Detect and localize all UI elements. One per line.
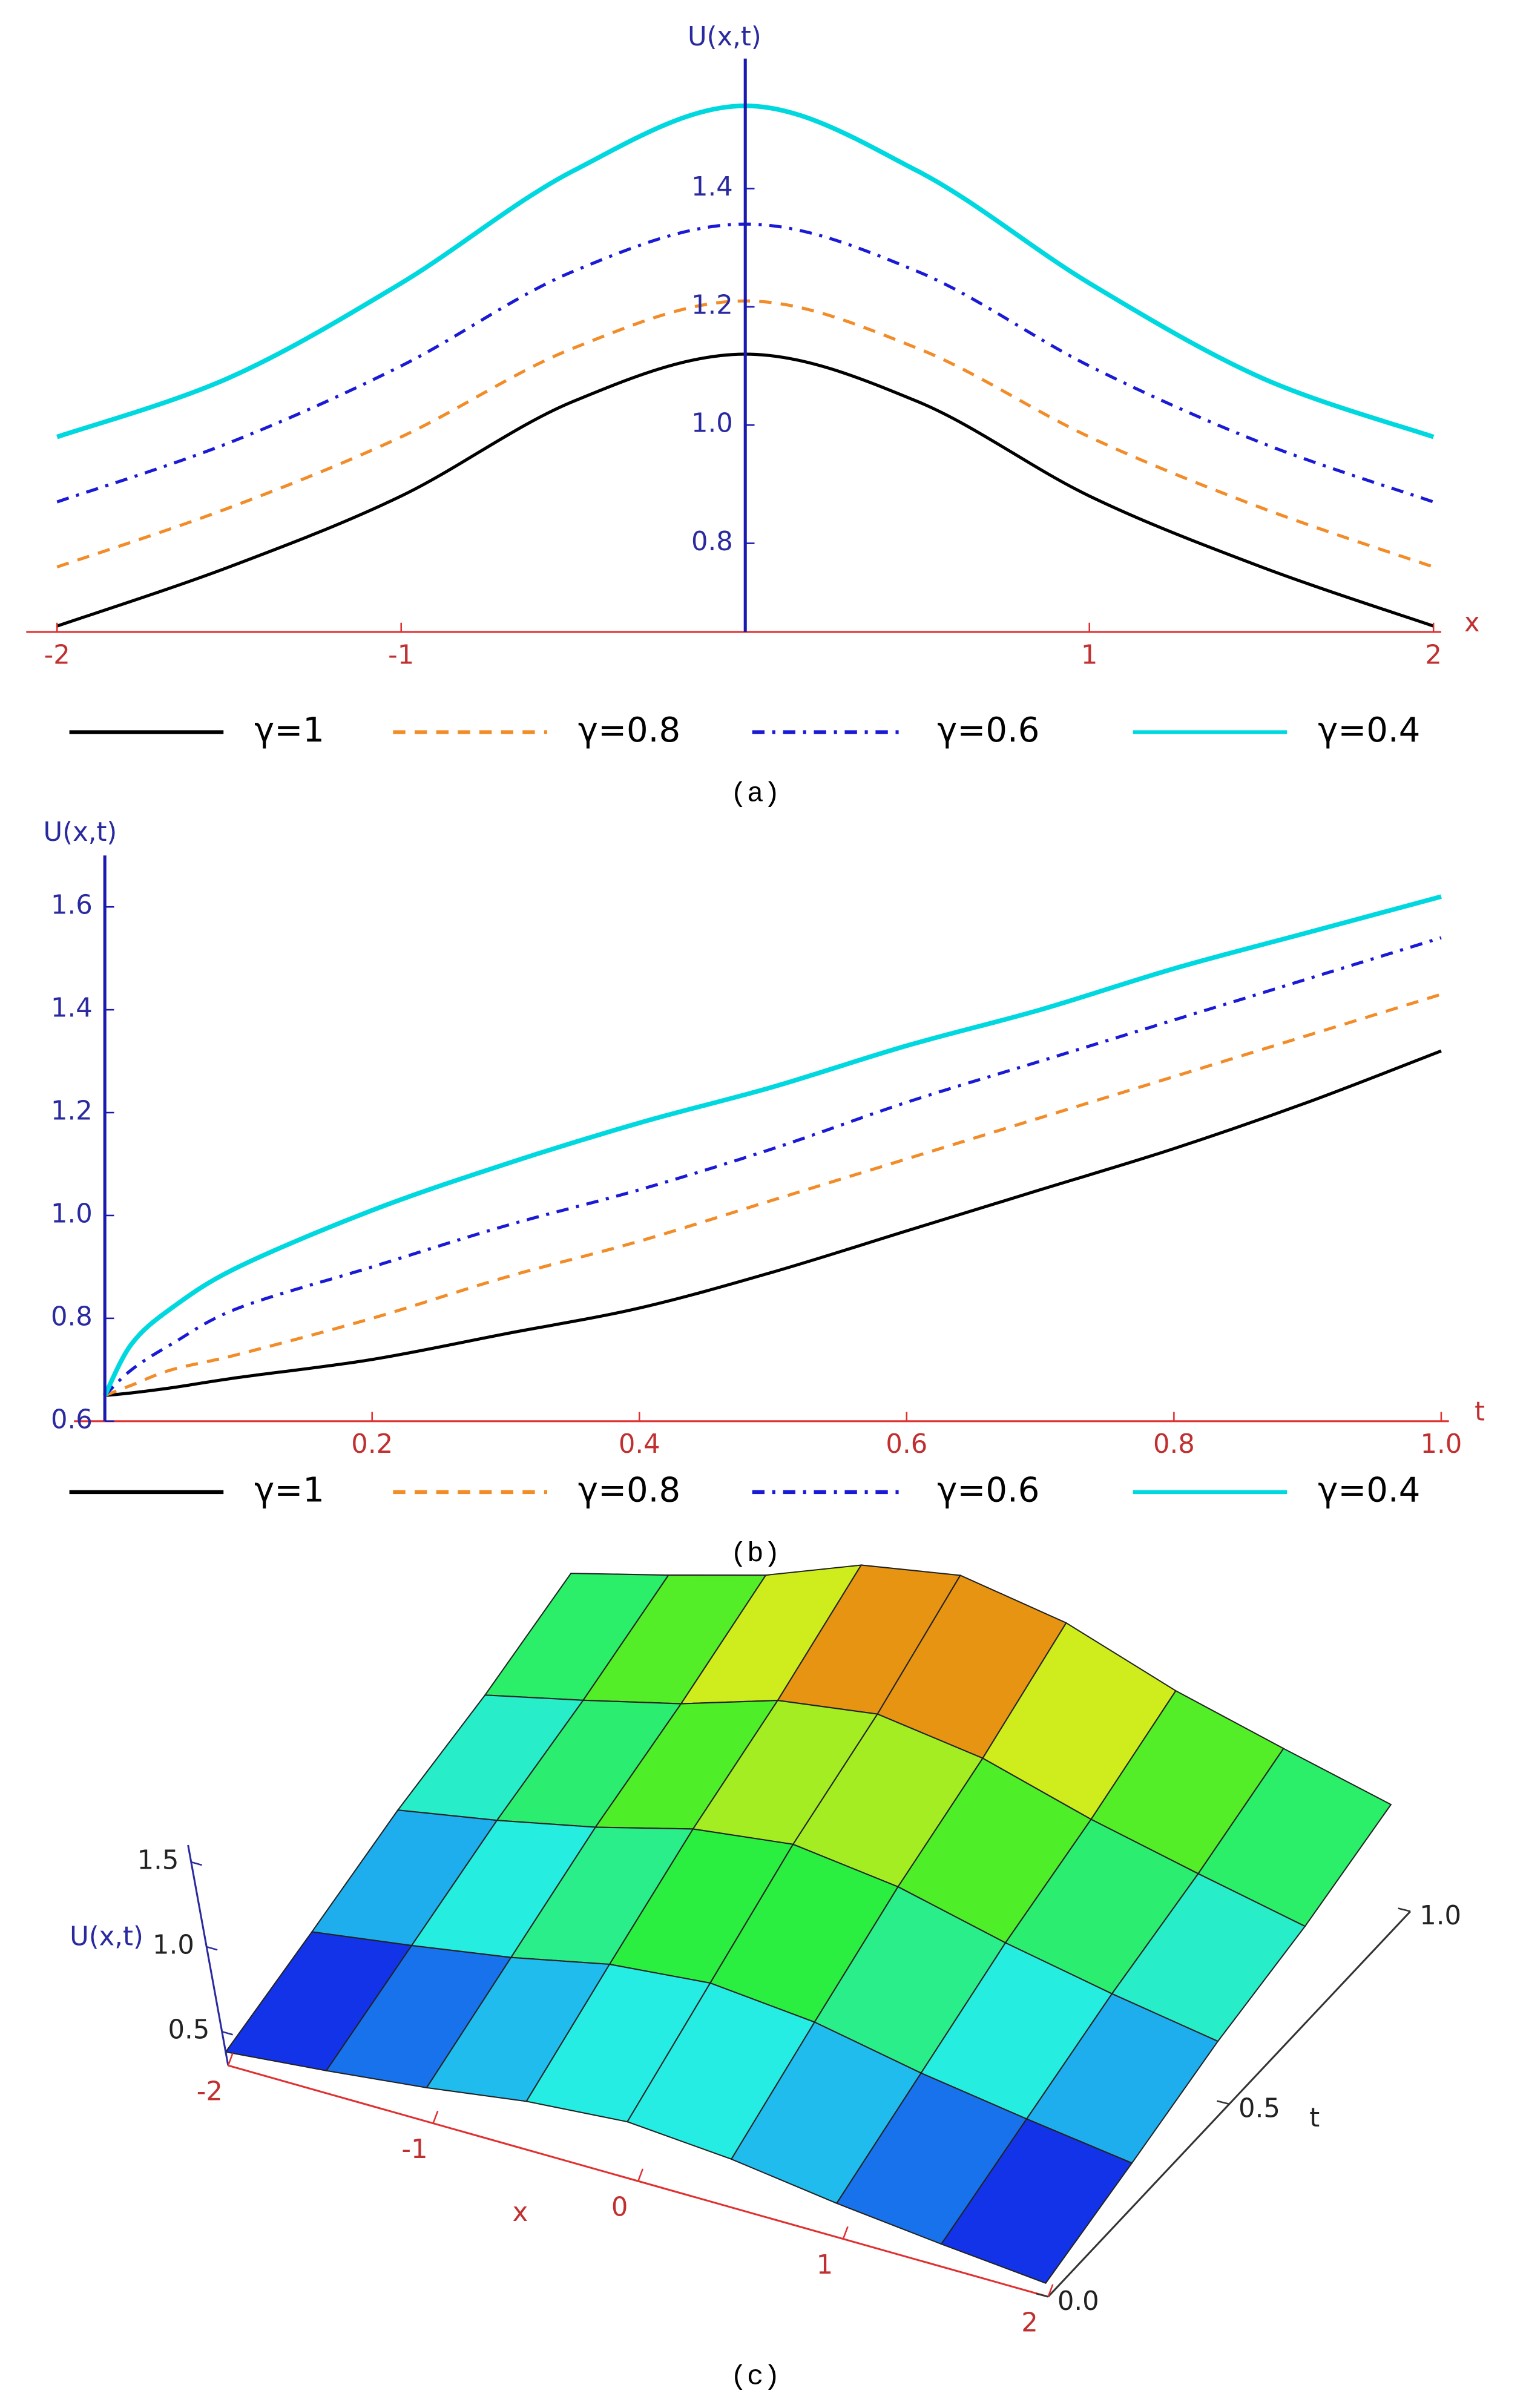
x-tick-label: 0.8 bbox=[1153, 1429, 1195, 1459]
z-tick bbox=[191, 1861, 202, 1866]
caption: (c) bbox=[731, 2361, 781, 2393]
y-axis-label: U(x,t) bbox=[44, 817, 117, 847]
legend-label: γ=1 bbox=[254, 1471, 324, 1510]
x-axis-label: x bbox=[513, 2197, 528, 2228]
y-tick-label: 1.0 bbox=[691, 409, 733, 439]
x-tick-label: 2 bbox=[1425, 640, 1442, 670]
legend-label: γ=0.6 bbox=[937, 711, 1039, 750]
x-tick bbox=[637, 2168, 644, 2182]
x-tick-label: 0.2 bbox=[351, 1429, 393, 1459]
z-tick bbox=[206, 1946, 218, 1951]
x-tick-label: 0.6 bbox=[886, 1429, 927, 1459]
legend-label: γ=0.8 bbox=[578, 1471, 680, 1510]
caption: (b) bbox=[731, 1538, 781, 1570]
z-tick-label: 1.5 bbox=[137, 1846, 179, 1876]
y-tick-label: 1.2 bbox=[51, 1096, 93, 1127]
series-line bbox=[104, 936, 1442, 1397]
legend-label: γ=0.6 bbox=[937, 1471, 1039, 1510]
x-tick-label: 1 bbox=[1081, 640, 1098, 670]
x-tick-label: -2 bbox=[44, 640, 70, 670]
x-tick-label: 2 bbox=[1021, 2308, 1038, 2338]
x-tick-label: 0 bbox=[611, 2193, 628, 2223]
y-tick-label: 1.2 bbox=[691, 290, 733, 320]
t-tick-label: 0.0 bbox=[1057, 2286, 1099, 2317]
y-tick-label: 1.6 bbox=[51, 890, 93, 921]
x-axis-label: t bbox=[1475, 1397, 1485, 1427]
x-tick-label: -1 bbox=[388, 640, 414, 670]
x-axis-label: x bbox=[1464, 608, 1480, 638]
legend-label: γ=0.8 bbox=[578, 711, 680, 750]
z-tick-label: 0.5 bbox=[168, 2015, 210, 2045]
z-tick bbox=[222, 2030, 233, 2036]
y-tick-label: 1.4 bbox=[51, 993, 93, 1024]
x-tick bbox=[842, 2226, 849, 2240]
legend-label: γ=1 bbox=[254, 711, 324, 750]
t-axis-label: t bbox=[1309, 2103, 1320, 2133]
x-tick-label: 0.4 bbox=[619, 1429, 660, 1459]
x-tick-label: -1 bbox=[401, 2134, 427, 2165]
t-tick-label: 0.5 bbox=[1238, 2094, 1280, 2124]
x-tick-label: 1.0 bbox=[1421, 1429, 1462, 1459]
caption: (a) bbox=[731, 778, 781, 810]
z-tick-label: 1.0 bbox=[153, 1930, 194, 1961]
legend-label: γ=0.4 bbox=[1318, 1471, 1420, 1510]
t-tick-label: 1.0 bbox=[1419, 1901, 1461, 1931]
y-tick-label: 1.4 bbox=[691, 172, 733, 202]
x-tick-label: 1 bbox=[817, 2250, 834, 2280]
x-tick bbox=[1047, 2284, 1054, 2297]
y-tick-label: 0.8 bbox=[691, 527, 733, 557]
y-tick-label: 0.8 bbox=[51, 1301, 93, 1332]
t-tick bbox=[1398, 1907, 1411, 1912]
y-tick-label: 1.0 bbox=[51, 1199, 93, 1229]
z-axis bbox=[187, 1844, 229, 2066]
legend-label: γ=0.4 bbox=[1318, 711, 1420, 750]
y-tick-label: 0.6 bbox=[51, 1404, 93, 1435]
t-tick bbox=[1217, 2100, 1230, 2105]
x-tick bbox=[227, 2053, 234, 2066]
series-line bbox=[102, 894, 1442, 1397]
x-tick bbox=[432, 2110, 439, 2124]
series-line bbox=[104, 1049, 1442, 1397]
x-tick-label: -2 bbox=[197, 2077, 223, 2107]
t-tick bbox=[1035, 2292, 1048, 2298]
surface-patch bbox=[940, 2118, 1133, 2284]
series-line bbox=[104, 993, 1442, 1397]
y-axis-label: U(x,t) bbox=[688, 22, 761, 52]
z-axis-label: U(x,t) bbox=[70, 1922, 143, 1952]
